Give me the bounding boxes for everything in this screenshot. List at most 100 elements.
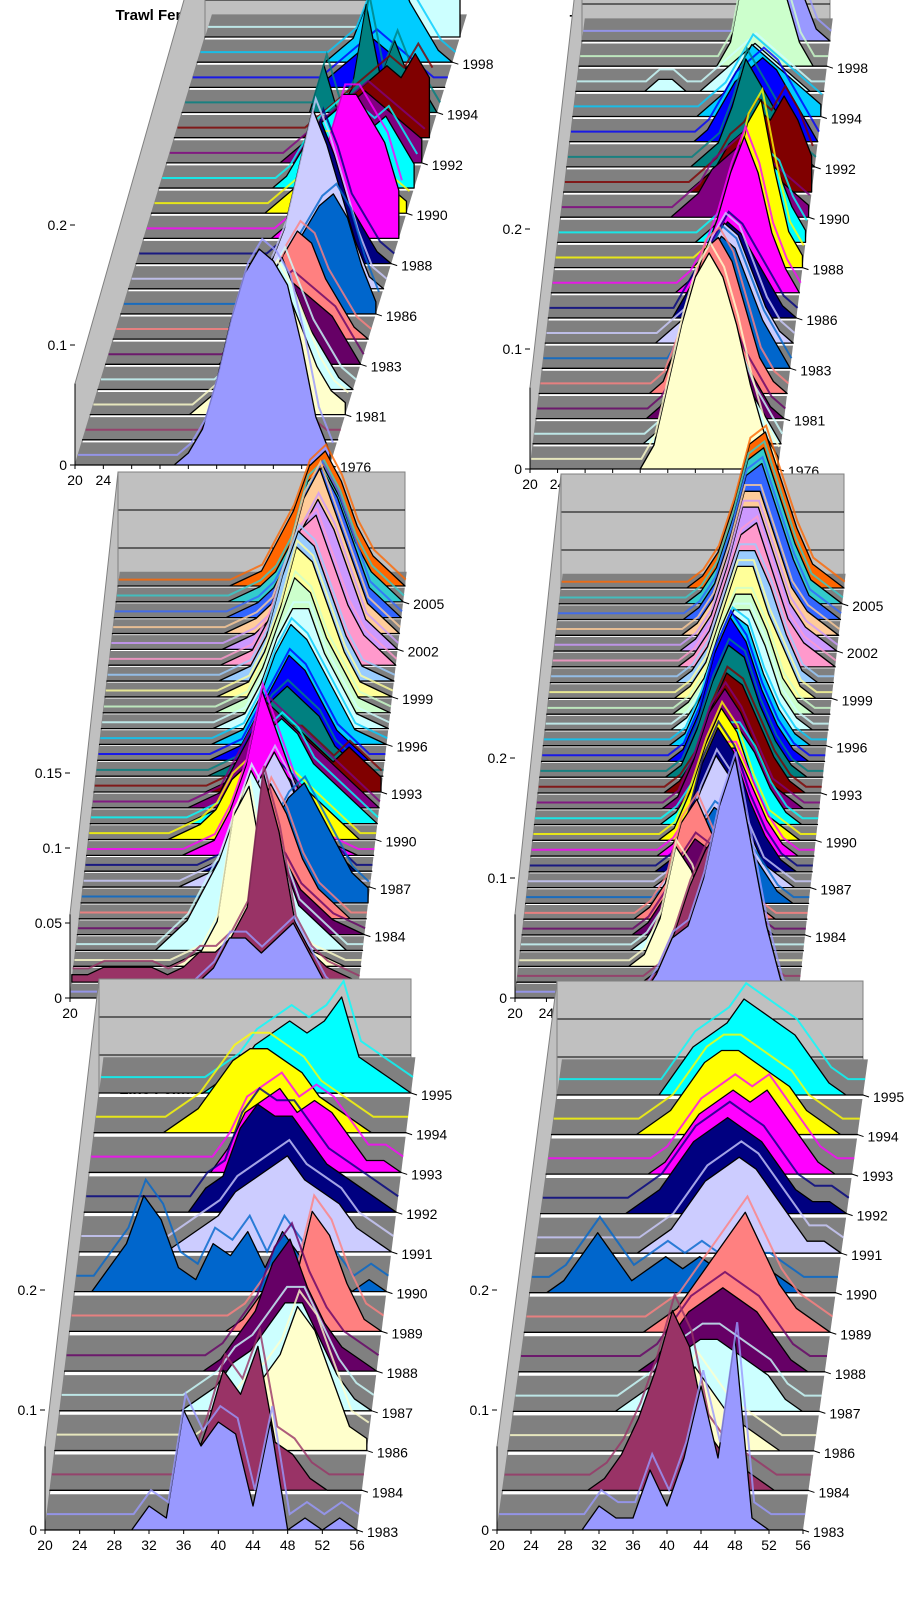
year-label: 1993 [831,787,862,803]
series-top-edge [555,86,805,259]
trawl-males-chart: Trawl Males Proportion-at-size00.10.2202… [503,0,868,492]
series-top-edge [583,0,832,32]
year-label: 1983 [371,358,402,374]
x-tick-label: 36 [176,1537,192,1553]
x-tick-label: 24 [96,472,112,488]
series-top-edge [72,765,361,977]
year-label: 1981 [355,409,386,425]
depth-tick [391,696,399,700]
depth-tick [846,1213,853,1217]
depth-tick [826,65,834,69]
y-tick-label: 0.2 [488,750,508,766]
year-label: 1986 [824,1445,855,1461]
series-top-edge [549,559,833,694]
depth-tick [364,934,371,938]
depth-tick [842,603,849,607]
series-top-edge [554,499,839,646]
depth-tick [361,1489,369,1493]
depth-tick [436,112,444,116]
x-tick-label: 24 [72,1537,88,1553]
depth-tick [808,1489,815,1493]
year-label: 1987 [380,881,411,897]
depth-tick [391,1251,398,1255]
series-top-edge [76,761,364,946]
depth-tick [851,1173,859,1177]
depth-tick [397,648,404,652]
year-label: 1988 [812,262,843,278]
year-label: 1988 [835,1366,866,1382]
y-tick-label: 0.2 [470,1282,490,1298]
year-label: 1983 [800,362,831,378]
series-top-edge [105,538,394,692]
y-tick-label: 0 [514,461,522,477]
series-top-edge [548,1072,855,1160]
series-top-edge [91,1071,404,1158]
y-tick-label: 0.1 [488,870,508,886]
depth-tick [396,1211,403,1215]
series-top-edge [78,237,334,456]
sport-males-chart: Sport Males Proportion-at-size00.10.2202… [488,424,884,1021]
series-top-edge [580,0,829,58]
series-top-edge [561,424,846,583]
series-top-edge [111,490,400,645]
y-tick-label: 0.1 [503,341,523,357]
x-tick-label: 56 [795,1537,811,1553]
series-top-edge [544,605,828,741]
depth-tick [386,1291,393,1295]
x-tick-label: 32 [141,1537,157,1553]
series-top-edge [100,978,414,1079]
series-area [518,1287,826,1373]
y-tick-label: 0 [59,457,67,473]
depth-tick [369,886,377,890]
x-tick-label: 20 [489,1537,505,1553]
series-top-edge [547,586,831,709]
depth-tick [796,317,803,321]
series-top-edge [577,32,826,83]
year-label: 1999 [842,692,873,708]
year-label: 1993 [862,1168,893,1184]
depth-tick [813,1450,821,1454]
depth-tick [841,1252,848,1256]
series-top-edge [98,647,386,755]
series-top-edge [208,0,389,28]
x-tick-label: 20 [37,1537,53,1553]
y-tick-label: 0.1 [43,840,63,856]
series-top-edge [536,680,820,804]
series-top-edge [526,1194,834,1318]
series-area [83,1103,397,1213]
series-area [545,1089,853,1175]
series-top-edge [564,84,814,184]
series-top-edge [540,637,824,772]
depth-tick [376,1370,383,1374]
series-top-edge [533,699,817,835]
x-tick-label: 48 [280,1537,296,1553]
series-top-edge [86,1086,399,1198]
depth-tick [802,1529,810,1533]
series-top-edge [538,665,822,788]
year-label: 1996 [397,738,428,754]
series-area [501,1309,810,1492]
year-label: 1990 [416,207,447,223]
series-top-edge [185,0,441,105]
x-tick-label: 20 [62,1005,78,1021]
x-tick-label: 32 [591,1537,607,1553]
year-label: 1999 [402,691,433,707]
year-label: 2002 [847,645,878,661]
x-tick-label: 28 [557,1537,573,1553]
series-top-edge [542,1100,850,1199]
series-top-edge [499,1322,806,1516]
series-top-edge [169,79,426,154]
year-label: 1995 [421,1087,452,1103]
year-label: 1993 [411,1166,442,1182]
series-top-edge [559,439,844,599]
year-label: 1991 [401,1246,432,1262]
trawl-females-chart: Trawl Females Proportion-at-size00.10.22… [48,0,494,488]
y-tick-label: 0.15 [35,765,62,781]
year-label: 1988 [387,1365,418,1381]
series-top-edge [543,224,793,360]
depth-tick [815,839,822,843]
year-label: 1986 [377,1445,408,1461]
year-label: 1987 [829,1405,860,1421]
series-top-edge [61,1285,375,1396]
year-label: 2002 [408,643,439,659]
